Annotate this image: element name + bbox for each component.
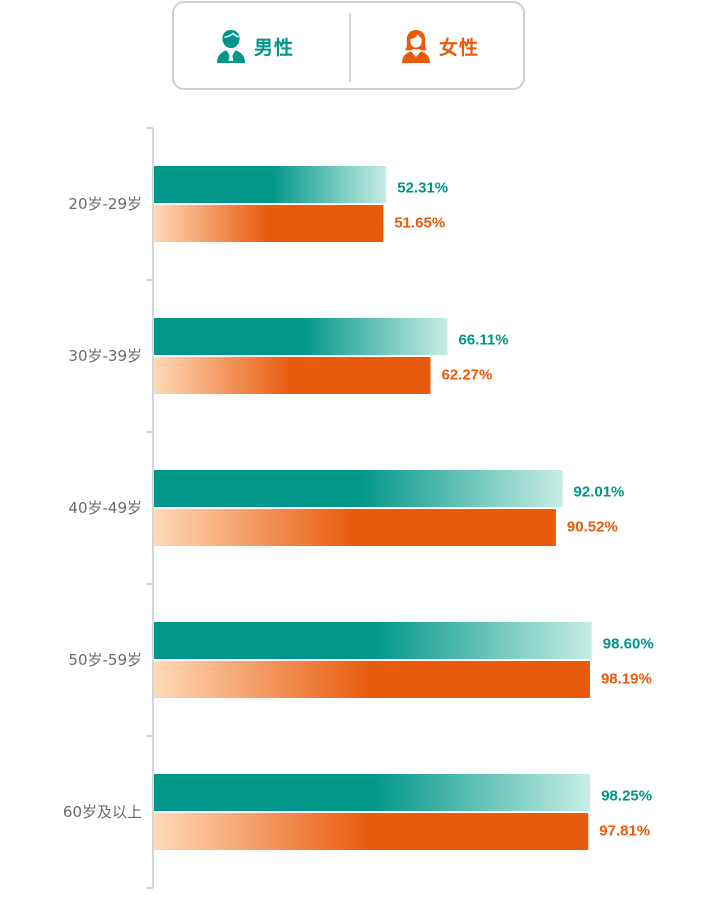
- bar-male: [154, 470, 563, 507]
- category-label: 20岁-29岁: [68, 195, 142, 213]
- category-label: 60岁及以上: [63, 803, 142, 821]
- bar-female: [154, 509, 556, 546]
- data-label-female: 62.27%: [441, 367, 492, 384]
- data-label-male: 66.11%: [459, 332, 509, 349]
- legend-divider: [349, 13, 351, 82]
- bar-male: [154, 774, 591, 811]
- legend-item-female[interactable]: 女性: [400, 28, 479, 64]
- legend-label-female: 女性: [439, 36, 480, 59]
- legend-label-male: 男性: [254, 36, 295, 59]
- bar-male: [154, 318, 448, 355]
- bar-female: [154, 205, 384, 242]
- bar-male: [154, 622, 592, 659]
- legend-box: 男性 女性: [172, 1, 525, 90]
- data-label-male: 92.01%: [574, 484, 625, 501]
- female-user-icon: [402, 30, 430, 63]
- data-label-male: 98.60%: [603, 636, 654, 653]
- data-label-female: 51.65%: [394, 215, 445, 232]
- male-user-icon: [217, 30, 245, 63]
- category-label: 30岁-39岁: [68, 347, 142, 365]
- bar-female: [154, 357, 431, 394]
- data-label-male: 52.31%: [397, 180, 448, 197]
- data-label-female: 98.19%: [601, 671, 652, 688]
- bar-male: [154, 166, 387, 203]
- data-label-male: 98.25%: [601, 788, 652, 805]
- category-label: 50岁-59岁: [68, 651, 142, 669]
- data-label-female: 97.81%: [599, 823, 650, 840]
- category-label: 40岁-49岁: [68, 499, 142, 517]
- bar-female: [154, 661, 590, 698]
- legend-item-male[interactable]: 男性: [215, 28, 294, 64]
- bar-female: [154, 813, 589, 850]
- data-label-female: 90.52%: [567, 519, 618, 536]
